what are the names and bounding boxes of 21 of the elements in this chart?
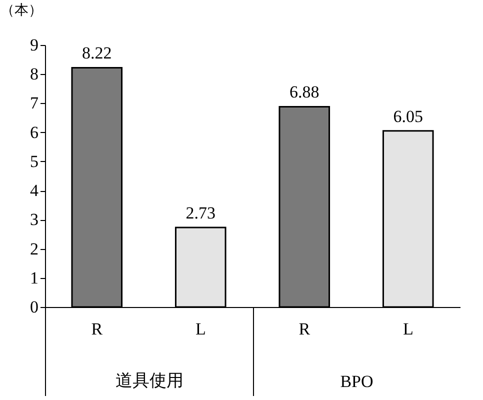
- data-label: 2.73: [186, 204, 216, 223]
- y-tick-label: 4: [30, 181, 39, 200]
- data-label: 6.05: [393, 106, 423, 126]
- y-tick-label: 3: [30, 210, 38, 230]
- x-tick-label: R: [91, 320, 104, 338]
- y-axis-title: （本）: [0, 2, 42, 18]
- x-tick-label: L: [402, 320, 414, 338]
- text: BPO: [340, 372, 374, 391]
- text: 道具使用: [115, 371, 184, 390]
- y-tick-label: 8: [30, 64, 38, 84]
- y-tick-label: 6: [30, 122, 38, 142]
- x-tick-label: L: [195, 320, 206, 338]
- y-tick-label: 7: [30, 94, 39, 113]
- y-tick-label: 0: [30, 298, 38, 316]
- data-label: 8.22: [82, 44, 112, 63]
- y-tick-label: 1: [30, 268, 38, 288]
- x-tick-label: R: [298, 320, 311, 338]
- y-tick-label: 9: [30, 36, 38, 54]
- y-tick-label: 5: [30, 152, 38, 171]
- data-label: 6.88: [290, 82, 320, 102]
- y-tick-label: 2: [30, 239, 38, 258]
